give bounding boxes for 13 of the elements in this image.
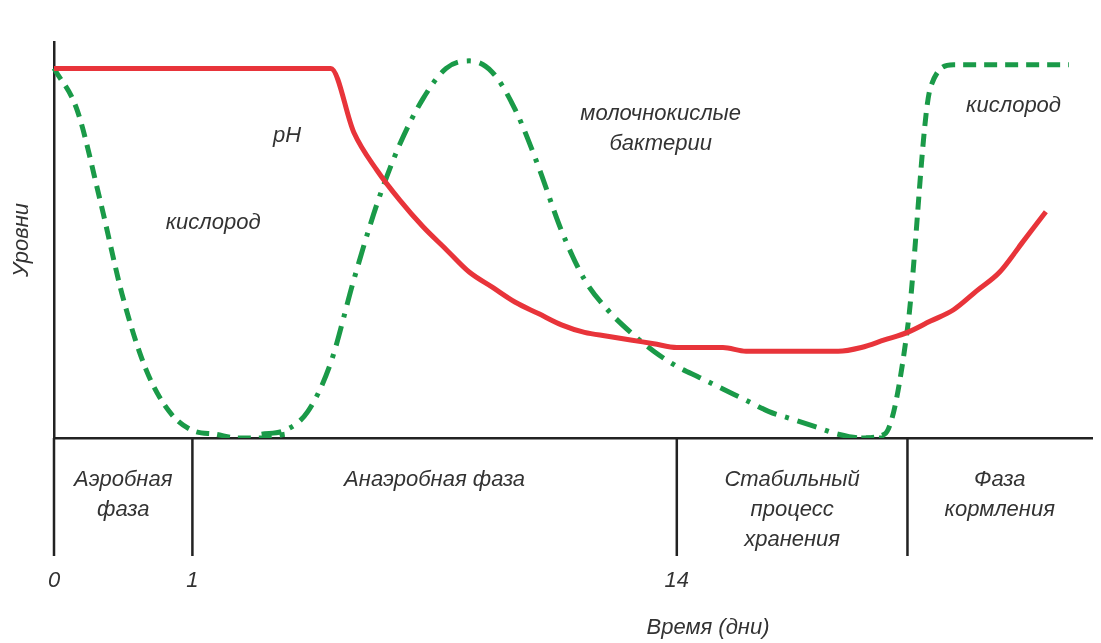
x-tick-label: 14 bbox=[664, 567, 690, 593]
text: Анаэробная фаза bbox=[342, 466, 526, 492]
text: Аэробная фаза bbox=[71, 466, 173, 522]
y-axis-title: Уровни bbox=[8, 202, 34, 279]
x-tick-label: 1 bbox=[186, 567, 199, 593]
text: кислород bbox=[165, 209, 261, 235]
text: pH bbox=[271, 122, 302, 148]
text: Стабильный процесс хранения bbox=[724, 466, 860, 552]
series-label: кислород bbox=[966, 92, 1062, 118]
series-label: молочнокислые бактерии bbox=[580, 99, 741, 155]
text: Фаза кормления bbox=[944, 466, 1056, 522]
x-tick-label: 0 bbox=[47, 567, 61, 593]
x-axis-title: Время (дни) bbox=[646, 614, 770, 640]
